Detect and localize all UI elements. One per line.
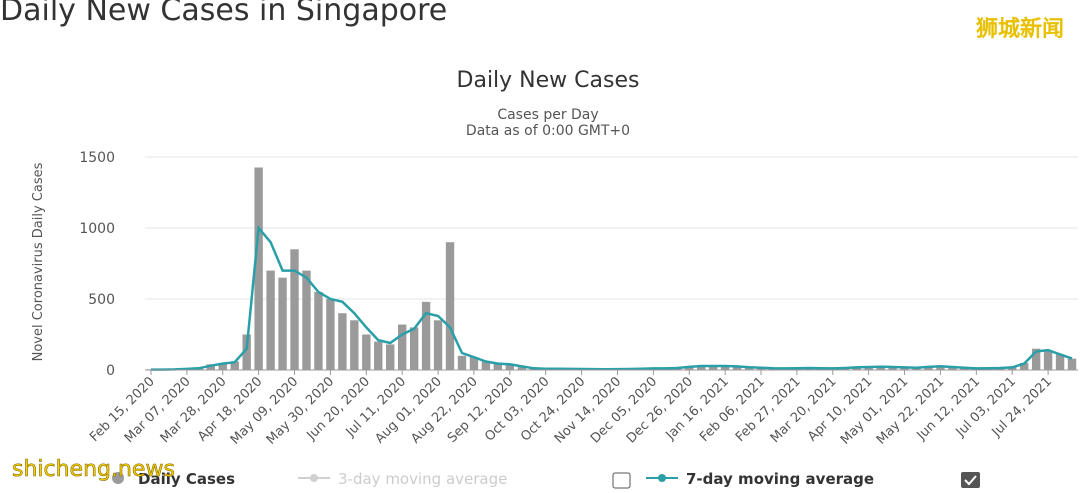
legend-label[interactable]: 3-day moving average (338, 470, 507, 488)
y-tick-label: 500 (88, 292, 115, 308)
y-tick-label: 1000 (79, 221, 115, 237)
bar (1068, 359, 1076, 370)
checkbox[interactable] (961, 472, 980, 488)
bar (338, 313, 346, 370)
bar (458, 356, 466, 370)
bar (434, 320, 442, 370)
bar (1044, 352, 1052, 370)
watermark: 狮城新闻 (976, 16, 1064, 42)
checkbox[interactable] (613, 473, 630, 488)
bar (302, 271, 310, 370)
bar (350, 320, 358, 370)
watermark: shicheng.news (12, 457, 175, 482)
bar (314, 292, 322, 370)
legend-marker (658, 474, 666, 482)
legend-marker (310, 474, 318, 482)
bar (410, 327, 418, 370)
bar (398, 325, 406, 370)
bar (266, 271, 274, 370)
chart-subtitle: Data as of 0:00 GMT+0 (466, 123, 630, 139)
bar (446, 242, 454, 370)
bar (362, 335, 370, 371)
chart-title: Daily New Cases (457, 68, 640, 93)
y-axis-label: Novel Coronavirus Daily Cases (31, 162, 46, 361)
chart-subtitle: Cases per Day (497, 107, 598, 123)
bar (326, 299, 334, 370)
bar (278, 278, 286, 370)
y-tick-label: 0 (106, 363, 115, 379)
bar (386, 344, 394, 370)
legend-label[interactable]: 7-day moving average (686, 470, 874, 488)
page-title: Daily New Cases in Singapore (0, 0, 447, 28)
y-tick-label: 1500 (79, 150, 115, 166)
bar (374, 342, 382, 370)
bar (290, 249, 298, 370)
